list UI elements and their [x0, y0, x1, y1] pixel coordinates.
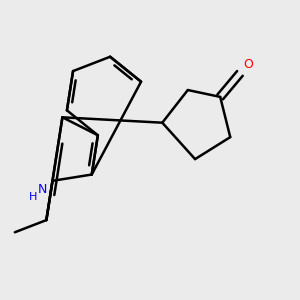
Text: N: N — [37, 183, 47, 196]
Text: O: O — [243, 58, 253, 70]
Text: H: H — [29, 192, 38, 202]
